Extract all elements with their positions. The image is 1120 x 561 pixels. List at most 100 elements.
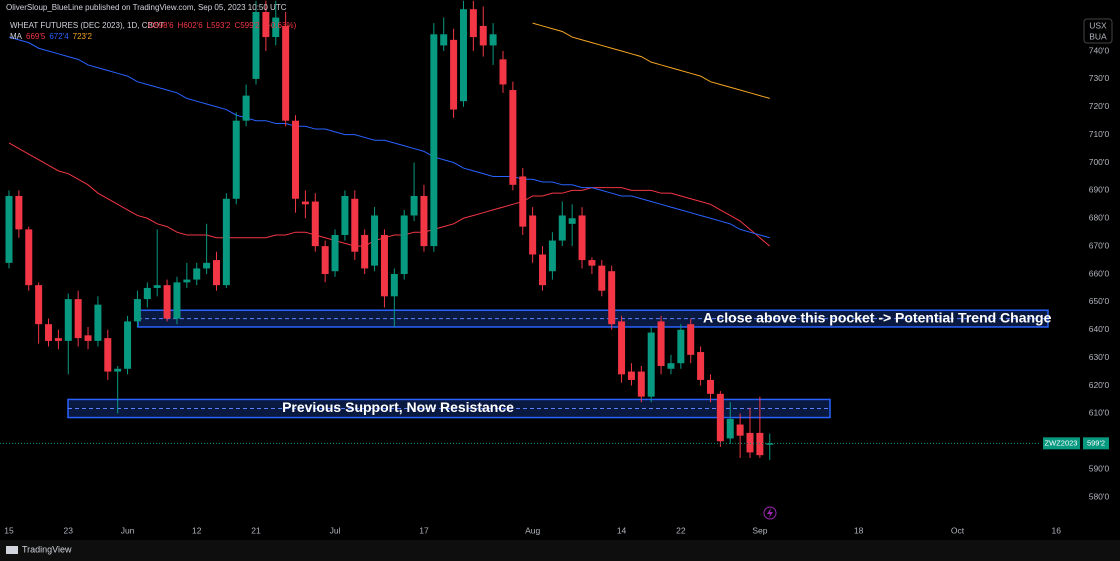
annotation: A close above this pocket -> Potential T… — [703, 309, 1052, 325]
candle-body — [203, 262, 211, 269]
candle-body — [133, 299, 141, 322]
candle-body — [104, 338, 112, 372]
annotation: Previous Support, Now Resistance — [282, 399, 514, 415]
x-tick-label: 17 — [419, 525, 429, 535]
symbol-label: ZWZ2023 — [1045, 438, 1078, 447]
footer-bar — [0, 540, 1120, 561]
y-tick-label: 730'0 — [1089, 73, 1110, 83]
brand: TradingView — [22, 544, 72, 554]
currency: USX — [1089, 20, 1107, 30]
x-tick-label: 15 — [4, 525, 14, 535]
candle-body — [736, 424, 744, 436]
candle-body — [380, 234, 388, 297]
y-tick-label: 580'0 — [1089, 491, 1110, 501]
candle-body — [637, 371, 645, 397]
candle-body — [321, 246, 329, 275]
currency-box[interactable] — [1083, 18, 1113, 44]
candle-body — [341, 195, 349, 235]
candle-body — [588, 260, 596, 266]
candle-body — [766, 443, 774, 445]
y-tick-label: 670'0 — [1089, 240, 1110, 250]
candle-body — [232, 120, 240, 199]
candle-body — [608, 271, 616, 325]
y-tick-label: 690'0 — [1089, 185, 1110, 195]
candle-body — [193, 268, 201, 280]
candle-body — [598, 265, 606, 291]
x-tick-label: 21 — [251, 525, 261, 535]
candle-body — [311, 201, 319, 247]
y-tick-label: 620'0 — [1089, 380, 1110, 390]
candle-body — [647, 332, 655, 397]
candle-body — [292, 120, 300, 199]
candle-body — [479, 25, 487, 46]
y-tick-label: 710'0 — [1089, 129, 1110, 139]
candle-body — [74, 299, 82, 339]
candle-body — [371, 215, 379, 266]
candle-body — [519, 176, 527, 227]
candle-body — [627, 371, 635, 380]
candle-body — [548, 240, 556, 272]
candle-body — [539, 254, 547, 286]
ohlc-value: O598'6 — [148, 21, 174, 30]
currency-unit: BUA — [1089, 31, 1107, 41]
candle-body — [222, 198, 230, 286]
candle-body — [677, 329, 685, 364]
candle-body — [272, 17, 280, 38]
candle-body — [529, 215, 537, 255]
candle-body — [459, 9, 467, 102]
candle-body — [54, 338, 62, 341]
candle-body — [756, 432, 764, 456]
candle-body — [716, 393, 724, 442]
candle-body — [450, 39, 458, 110]
y-tick-label: 720'0 — [1089, 101, 1110, 111]
chart-title: WHEAT FUTURES (DEC 2023), 1D, CBOT — [10, 21, 164, 30]
x-tick-label: Oct — [951, 525, 965, 535]
ma-legend-value: 669'5 — [26, 32, 46, 41]
candle-body — [706, 379, 714, 394]
event-icon[interactable] — [763, 506, 777, 520]
y-tick-label: 590'0 — [1089, 463, 1110, 473]
published-note: OliverSloup_BlueLine published on Tradin… — [6, 3, 287, 12]
candle-body — [5, 195, 13, 263]
plot-area — [0, 0, 1049, 461]
candle-body — [64, 299, 72, 341]
candle-body — [390, 274, 398, 297]
candle-body — [361, 234, 369, 269]
moving-average — [8, 36, 770, 239]
ohlc-value: C599'2 — [234, 21, 260, 30]
symbol-tag — [1043, 437, 1080, 450]
y-tick-label: 660'0 — [1089, 268, 1110, 278]
candle-body — [499, 59, 507, 85]
candle-body — [509, 90, 517, 185]
y-tick-label: 640'0 — [1089, 324, 1110, 334]
overlay: A close above this pocket -> Potential T… — [282, 309, 1052, 415]
candle-body — [25, 229, 33, 286]
candle-body — [469, 9, 477, 38]
candle-body — [657, 321, 665, 366]
y-tick-label: 630'0 — [1089, 352, 1110, 362]
ma-legend-value: 723'2 — [73, 32, 93, 41]
candle-body — [242, 95, 250, 121]
x-tick-label: 14 — [617, 525, 627, 535]
candle-body — [45, 324, 53, 341]
x-tick-label: 16 — [1052, 525, 1062, 535]
candle-body — [351, 198, 359, 252]
ohlc-value: (+0.63%) — [264, 21, 297, 30]
candle-body — [667, 363, 675, 369]
x-tick-label: Sep — [752, 525, 767, 535]
candle-body — [400, 215, 408, 275]
y-tick-label: 610'0 — [1089, 408, 1110, 418]
candle-body — [262, 11, 270, 38]
y-tick-label: 700'0 — [1089, 157, 1110, 167]
price-label: 599'2 — [1087, 438, 1105, 447]
candle-body — [35, 285, 43, 325]
candle-body — [489, 34, 497, 46]
candle-body — [114, 368, 122, 372]
candle-body — [331, 234, 339, 272]
price-tag — [1083, 437, 1109, 450]
y-tick-label: 650'0 — [1089, 296, 1110, 306]
candle-body — [173, 282, 181, 319]
candle-body — [143, 287, 151, 300]
